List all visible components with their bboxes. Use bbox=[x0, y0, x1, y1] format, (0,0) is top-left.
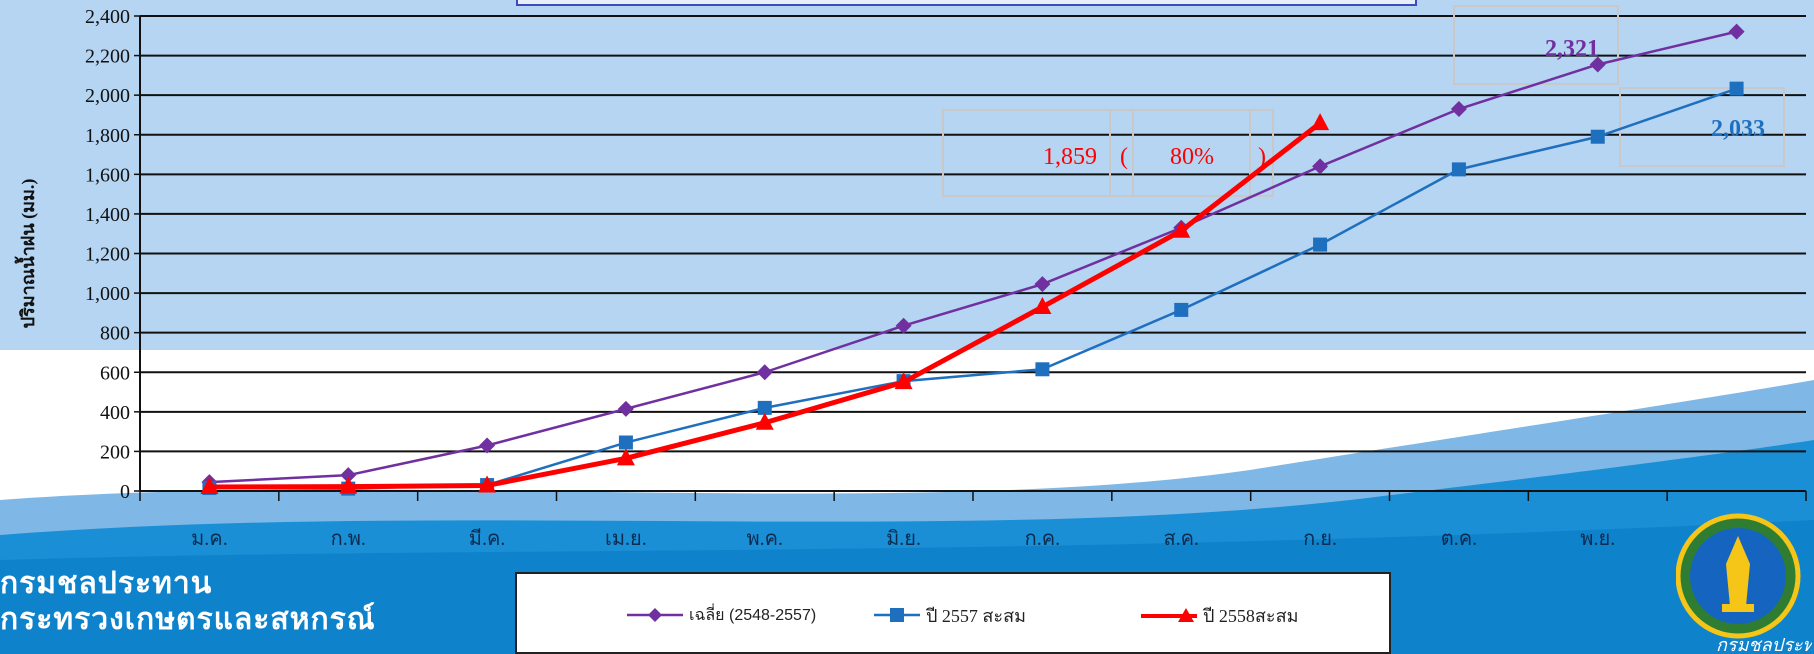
data-point bbox=[895, 317, 912, 334]
x-tick-label: พ.ย. bbox=[1580, 528, 1615, 550]
x-tick-label: ม.ค. bbox=[191, 528, 228, 550]
annotation-close-paren: ) bbox=[1258, 144, 1266, 170]
data-point bbox=[1312, 158, 1329, 175]
data-point bbox=[616, 448, 635, 466]
legend-label-2557: ปี 2557 สะสม bbox=[926, 605, 1026, 626]
data-point bbox=[618, 435, 633, 450]
department-name: กรมชลประทาน กระทรวงเกษตรและสหกรณ์ bbox=[0, 566, 376, 638]
data-point bbox=[1311, 113, 1330, 131]
data-point bbox=[757, 400, 772, 415]
x-tick-label: ก.ค. bbox=[1025, 528, 1061, 550]
y-tick-label: 2,400 bbox=[85, 6, 130, 28]
data-point bbox=[756, 364, 773, 381]
data-point bbox=[894, 372, 913, 390]
y-tick-label: 1,400 bbox=[85, 204, 130, 226]
y-tick-label: 1,000 bbox=[85, 283, 130, 305]
data-point bbox=[1035, 362, 1050, 377]
data-point bbox=[617, 400, 634, 417]
legend-label-2558: ปี 2558สะสม bbox=[1203, 605, 1299, 626]
x-tick-label: ก.พ. bbox=[331, 528, 366, 550]
y-tick-label: 800 bbox=[100, 323, 130, 345]
square-marker-icon bbox=[874, 608, 920, 622]
department-seal-icon: กรมชลประทาน bbox=[1676, 513, 1812, 654]
y-tick-label: 400 bbox=[100, 402, 130, 424]
seal-text: กรมชลประทาน bbox=[1716, 635, 1812, 654]
data-point bbox=[1728, 23, 1745, 40]
x-tick-label: ก.ย. bbox=[1303, 528, 1337, 550]
data-point bbox=[1589, 56, 1606, 73]
legend-item-2558: ปี 2558สะสม bbox=[1139, 602, 1298, 628]
percent-of-average-label: 80% bbox=[1170, 144, 1214, 170]
legend-item-average: เฉลี่ย (2548-2557) bbox=[625, 602, 816, 628]
x-tick-label: พ.ค. bbox=[746, 528, 783, 550]
title-box-edge bbox=[516, 0, 1417, 6]
annotation-box bbox=[1619, 87, 1785, 167]
annotation-box bbox=[942, 109, 1274, 197]
data-point bbox=[478, 475, 497, 493]
legend-item-2557: ปี 2557 สะสม bbox=[872, 602, 1026, 628]
data-point bbox=[1174, 302, 1189, 317]
x-tick-label: ต.ค. bbox=[1441, 528, 1477, 550]
data-point bbox=[339, 476, 358, 494]
data-point bbox=[755, 412, 774, 430]
x-tick-label: มี.ค. bbox=[469, 528, 506, 550]
data-point bbox=[1590, 129, 1605, 144]
data-point bbox=[1451, 162, 1466, 177]
data-point bbox=[1313, 237, 1328, 252]
x-tick-label: เม.ย. bbox=[605, 528, 647, 550]
y-axis-title: ปริมาณน้ำฝน (มม.) bbox=[14, 179, 39, 329]
annotation-open-paren: ( bbox=[1120, 144, 1128, 170]
data-point bbox=[1450, 101, 1467, 118]
chart-legend: เฉลี่ย (2548-2557) ปี 2557 สะสม ปี 2558ส… bbox=[515, 572, 1391, 654]
y-tick-label: 0 bbox=[120, 481, 130, 503]
data-point bbox=[1729, 81, 1744, 96]
department-line-1: กรมชลประทาน bbox=[0, 566, 213, 601]
y-tick-label: 200 bbox=[100, 441, 130, 463]
total-2557-label: 2,033 bbox=[1711, 116, 1765, 142]
data-point bbox=[1033, 296, 1052, 314]
data-point bbox=[1172, 220, 1191, 238]
department-line-2: กระทรวงเกษตรและสหกรณ์ bbox=[0, 602, 376, 637]
data-point bbox=[1034, 276, 1051, 293]
diamond-marker-icon bbox=[627, 608, 683, 622]
data-point bbox=[340, 467, 357, 484]
y-tick-label: 1,800 bbox=[85, 125, 130, 147]
series-line bbox=[209, 30, 1737, 484]
x-tick-label: ส.ค. bbox=[1163, 528, 1199, 550]
legend-label-average: เฉลี่ย (2548-2557) bbox=[689, 606, 817, 624]
x-tick-label: มิ.ย. bbox=[886, 528, 921, 550]
y-tick-label: 2,200 bbox=[85, 46, 130, 68]
data-point bbox=[479, 437, 496, 454]
y-tick-label: 1,600 bbox=[85, 164, 130, 186]
y-tick-label: 600 bbox=[100, 362, 130, 384]
triangle-marker-icon bbox=[1141, 608, 1197, 622]
y-tick-label: 2,000 bbox=[85, 85, 130, 107]
average-total-label: 2,321 bbox=[1545, 36, 1599, 62]
y-tick-label: 1,200 bbox=[85, 244, 130, 266]
total-2558-label: 1,859 bbox=[1043, 144, 1097, 170]
data-point bbox=[200, 477, 219, 495]
